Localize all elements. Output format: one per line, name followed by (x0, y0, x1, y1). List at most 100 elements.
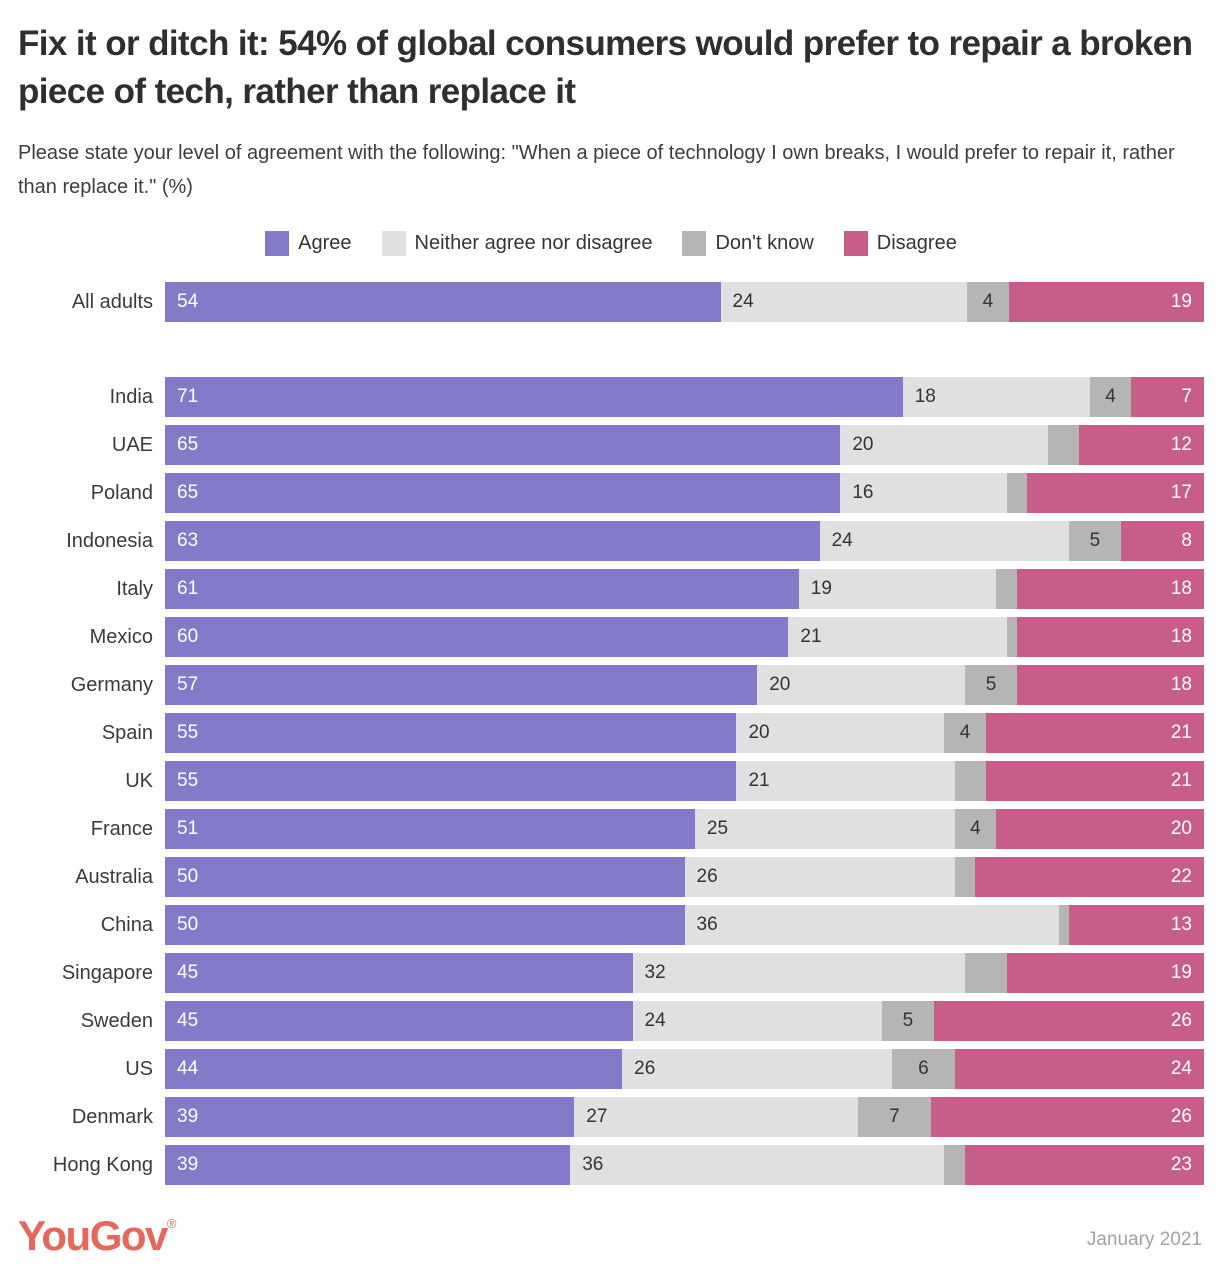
segment-agree: 65 (165, 473, 841, 513)
segment-value: 20 (852, 434, 874, 455)
segment-value: 19 (1170, 291, 1192, 312)
stacked-bar: 45 24 5 26 (165, 1001, 1204, 1041)
stacked-bar: 57 20 5 18 (165, 665, 1204, 705)
page-title: Fix it or ditch it: 54% of global consum… (18, 24, 1193, 111)
segment-agree: 65 (165, 425, 841, 465)
stacked-bar: 60 21 18 (165, 617, 1204, 657)
segment-dont_know: 5 (965, 665, 1017, 705)
segment-dont_know (954, 857, 976, 897)
stacked-bar: 63 24 5 8 (165, 521, 1204, 561)
chart-row-france: France 51 25 4 20 (18, 809, 1204, 849)
chart-row-uk: UK 55 21 21 (18, 761, 1204, 801)
stacked-bar: 55 21 21 (165, 761, 1204, 801)
segment-value: 4 (970, 818, 981, 839)
segment-value: 4 (982, 291, 994, 312)
stacked-bar: 65 16 17 (165, 473, 1204, 513)
row-label: France (90, 817, 153, 840)
segment-value: 65 (177, 482, 199, 503)
segment-value: 21 (1170, 770, 1192, 791)
segment-neither: 20 (736, 713, 945, 753)
yougov-logo: YouGov® (18, 1203, 176, 1257)
segment-value: 7 (889, 1106, 900, 1127)
legend-swatch-dont_know (682, 230, 707, 256)
legend-swatch-neither (381, 230, 406, 256)
stacked-bar: 54 24 4 19 (165, 282, 1204, 322)
segment-value: 25 (706, 818, 729, 839)
segment-value: 21 (1170, 722, 1192, 743)
segment-value: 5 (1089, 530, 1101, 551)
segment-value: 39 (177, 1106, 199, 1127)
segment-value: 16 (852, 482, 874, 503)
segment-neither: 26 (622, 1049, 893, 1089)
segment-value: 26 (634, 1058, 656, 1079)
segment-value: 6 (918, 1058, 929, 1079)
chart-row-mexico: Mexico 60 21 18 (18, 617, 1204, 657)
segment-disagree: 18 (1016, 665, 1204, 705)
segment-neither: 25 (694, 809, 955, 849)
segment-neither: 16 (840, 473, 1007, 513)
segment-dont_know: 4 (954, 809, 997, 849)
segment-value: 18 (1170, 578, 1192, 599)
segment-disagree: 21 (985, 713, 1204, 753)
segment-value: 57 (177, 674, 199, 695)
segment-dont_know (954, 761, 986, 801)
row-label: All adults (71, 290, 153, 313)
segment-value: 65 (177, 434, 199, 455)
segment-value: 23 (1170, 1154, 1192, 1175)
segment-disagree: 19 (1008, 282, 1204, 322)
yougov-logo-text: YouGov (18, 1212, 168, 1259)
segment-value: 7 (1181, 386, 1192, 407)
segment-agree: 63 (165, 521, 820, 561)
segment-agree: 71 (165, 377, 903, 417)
stacked-bar: 71 18 4 7 (165, 377, 1204, 417)
segment-dont_know (1006, 617, 1017, 657)
chart-row-hong-kong: Hong Kong 39 36 23 (18, 1145, 1204, 1185)
segment-value: 4 (959, 722, 971, 743)
row-label: US (125, 1057, 153, 1080)
segment-value: 60 (177, 626, 199, 647)
segment-agree: 45 (165, 953, 633, 993)
stacked-bar-chart: All adults 54 24 4 19 India 71 18 4 7 UAE 65 20 12 Pol… (18, 282, 1204, 1185)
chart-row-germany: Germany 57 20 5 18 (18, 665, 1204, 705)
stacked-bar: 44 26 6 24 (165, 1049, 1204, 1089)
row-label: India (109, 385, 153, 408)
chart-row-singapore: Singapore 45 32 19 (18, 953, 1204, 993)
segment-agree: 51 (165, 809, 695, 849)
segment-value: 21 (800, 626, 822, 647)
segment-neither: 24 (632, 1001, 882, 1041)
segment-value: 71 (177, 386, 199, 407)
segment-value: 8 (1181, 530, 1192, 551)
row-label: Australia (75, 865, 153, 888)
segment-dont_know (996, 569, 1017, 609)
legend-item-disagree: Disagree (843, 230, 957, 256)
row-label: Italy (116, 577, 153, 600)
segment-neither: 21 (788, 617, 1007, 657)
segment-value: 51 (177, 818, 199, 839)
stacked-bar: 55 20 4 21 (165, 713, 1204, 753)
segment-agree: 55 (165, 761, 737, 801)
segment-value: 24 (831, 530, 853, 551)
segment-neither: 24 (720, 282, 968, 322)
row-label: UK (125, 769, 153, 792)
segment-value: 24 (644, 1010, 666, 1031)
segment-dont_know (965, 953, 1007, 993)
segment-dont_know (944, 1145, 965, 1185)
segment-dont_know: 5 (881, 1001, 934, 1041)
stacked-bar: 65 20 12 (165, 425, 1204, 465)
segment-value: 32 (644, 962, 666, 983)
segment-value: 20 (1170, 818, 1192, 839)
row-label: Spain (101, 721, 153, 744)
segment-disagree: 26 (933, 1001, 1204, 1041)
segment-dont_know: 7 (857, 1097, 932, 1137)
segment-value: 19 (810, 578, 832, 599)
segment-neither: 20 (840, 425, 1049, 465)
segment-neither: 36 (684, 905, 1059, 945)
footer-date: January 2021 (1086, 1229, 1202, 1250)
segment-value: 63 (177, 530, 199, 551)
segment-value: 55 (177, 770, 199, 791)
segment-value: 50 (177, 866, 199, 887)
segment-disagree: 8 (1120, 521, 1204, 561)
segment-value: 5 (902, 1010, 914, 1031)
segment-dont_know (1058, 905, 1069, 945)
segment-disagree: 21 (985, 761, 1204, 801)
